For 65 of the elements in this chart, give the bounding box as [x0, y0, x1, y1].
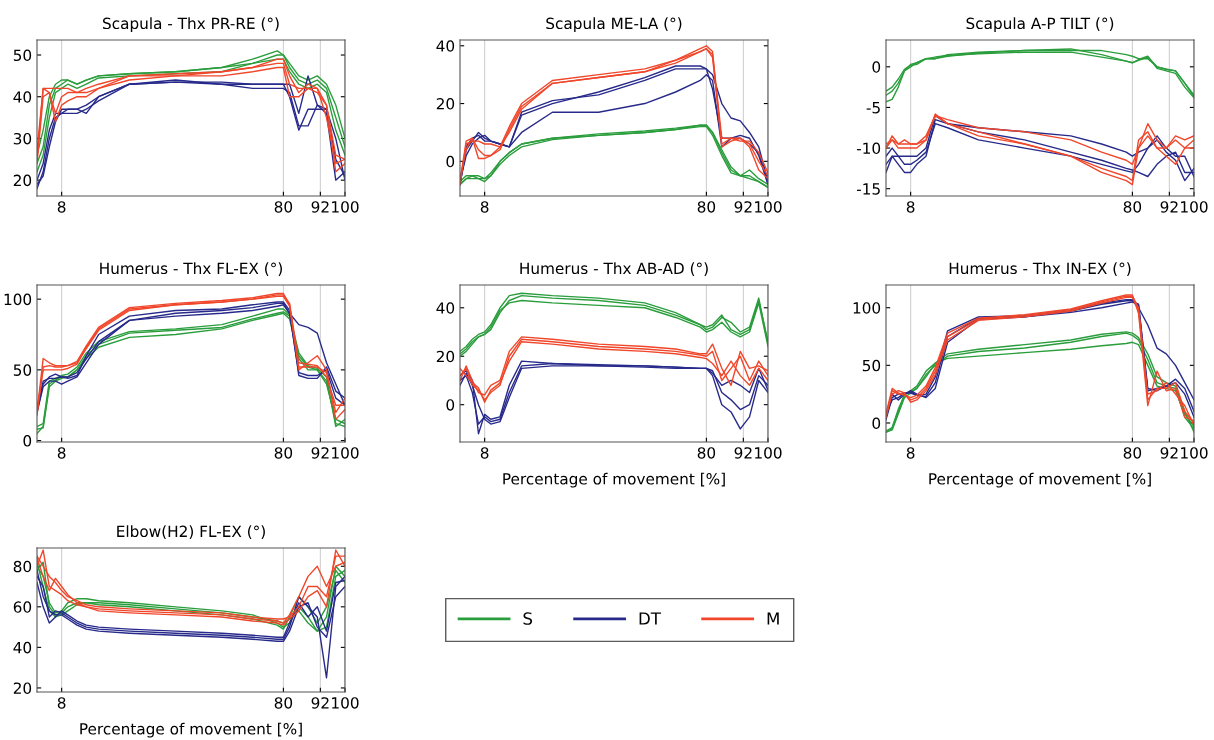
- y-tick-label: 20: [13, 682, 32, 694]
- x-tick-label: 80: [274, 697, 293, 709]
- chart-title: Humerus - Thx IN-EX (°): [949, 262, 1131, 276]
- x-axis-title: Percentage of movement [%]: [503, 472, 725, 488]
- legend-label: M: [767, 612, 779, 625]
- x-tick-label: 8: [906, 447, 915, 459]
- y-tick-label: 40: [13, 91, 32, 103]
- x-tick-label: 100: [332, 697, 359, 709]
- x-tick-label: 8: [57, 697, 66, 709]
- x-tick-label: 8: [906, 201, 915, 213]
- y-tick-label: 0: [23, 435, 32, 447]
- y-tick-label: 50: [13, 49, 32, 62]
- y-tick-label: 50: [13, 364, 32, 376]
- y-tick-label: 40: [436, 40, 455, 52]
- x-tick-label: 92: [734, 201, 752, 213]
- y-tick-label: 100: [4, 293, 32, 306]
- y-tick-label: 40: [436, 302, 455, 314]
- y-tick-label: 30: [13, 132, 32, 145]
- x-tick-label: 100: [755, 201, 782, 213]
- x-tick-label: 92: [311, 201, 329, 213]
- x-tick-label: 80: [1123, 201, 1142, 213]
- x-tick-label: 8: [57, 447, 66, 459]
- chart-title: Scapula ME-LA (°): [546, 17, 682, 33]
- x-tick-label: 92: [1160, 447, 1178, 459]
- x-tick-label: 92: [311, 697, 329, 709]
- y-tick-label: 0: [446, 155, 455, 168]
- x-tick-label: 100: [332, 201, 359, 213]
- chart-title: Elbow(H2) FL-EX (°): [117, 525, 265, 539]
- chart-title: Scapula - Thx PR-RE (°): [103, 17, 279, 33]
- y-tick-label: 80: [13, 560, 32, 573]
- y-tick-label: 40: [13, 641, 32, 654]
- x-tick-label: 92: [734, 447, 752, 459]
- x-tick-label: 100: [1181, 447, 1208, 459]
- x-tick-label: 8: [480, 447, 489, 459]
- x-tick-label: 8: [57, 201, 66, 213]
- x-tick-label: 80: [1123, 447, 1142, 459]
- y-tick-label: 50: [862, 359, 881, 372]
- y-tick-label: 20: [436, 350, 455, 363]
- y-tick-label: 60: [13, 601, 32, 613]
- x-tick-label: 80: [697, 447, 716, 459]
- x-tick-label: 92: [311, 447, 329, 459]
- y-tick-label: 0: [872, 417, 881, 429]
- x-axis-title: Percentage of movement [%]: [80, 722, 302, 738]
- x-tick-label: 80: [274, 201, 293, 213]
- chart-title: Humerus - Thx AB-AD (°): [520, 262, 708, 276]
- legend-label: S: [523, 612, 533, 625]
- x-tick-label: 8: [480, 201, 489, 213]
- x-tick-label: 80: [274, 447, 293, 459]
- y-tick-label: 100: [853, 302, 881, 314]
- x-tick-label: 100: [1181, 201, 1208, 213]
- legend-label: DT: [639, 612, 662, 625]
- x-tick-label: 100: [332, 447, 359, 459]
- x-axis-title: Percentage of movement [%]: [929, 472, 1151, 488]
- chart-title: Scapula A-P TILT (°): [966, 17, 1114, 33]
- x-tick-label: 80: [697, 201, 716, 213]
- y-tick-label: -10: [856, 142, 881, 155]
- y-tick-label: 0: [872, 61, 881, 73]
- x-tick-label: 100: [755, 447, 782, 459]
- y-tick-label: 0: [446, 399, 455, 411]
- y-tick-label: -15: [856, 183, 880, 195]
- y-tick-label: 20: [13, 174, 32, 187]
- y-tick-label: 20: [436, 98, 455, 110]
- y-tick-label: -5: [866, 102, 880, 114]
- x-tick-label: 92: [1160, 201, 1178, 213]
- chart-title: Humerus - Thx FL-EX (°): [100, 262, 282, 276]
